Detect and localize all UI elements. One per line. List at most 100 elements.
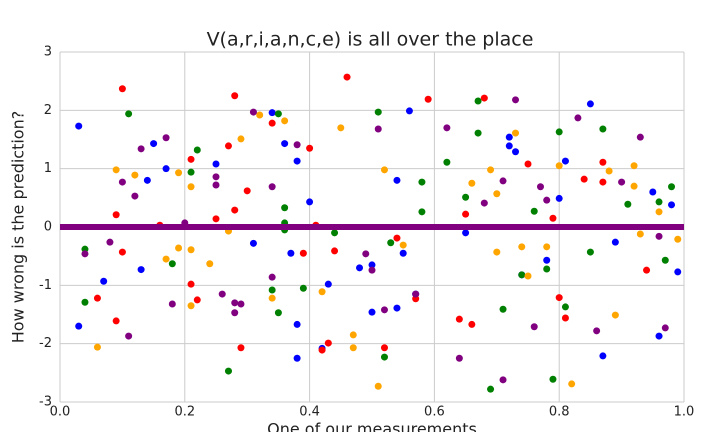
point <box>368 261 376 269</box>
point <box>175 169 183 177</box>
point <box>555 128 563 136</box>
point <box>299 284 307 292</box>
point <box>343 73 351 81</box>
point <box>455 354 463 362</box>
point <box>187 302 195 310</box>
point <box>380 344 388 352</box>
point <box>487 166 495 174</box>
point <box>274 110 282 118</box>
point <box>655 232 663 240</box>
point <box>443 124 451 132</box>
point <box>568 380 576 388</box>
point <box>468 179 476 187</box>
point <box>175 244 183 252</box>
point <box>555 162 563 170</box>
point <box>474 97 482 105</box>
point <box>274 309 282 317</box>
point <box>268 294 276 302</box>
y-tick-label: -3 <box>39 395 52 410</box>
point <box>593 327 601 335</box>
point <box>231 309 239 317</box>
x-tick-label: 0.6 <box>424 405 445 420</box>
point <box>599 158 607 166</box>
point <box>81 250 89 258</box>
point <box>405 107 413 115</box>
point <box>555 294 563 302</box>
point <box>624 200 632 208</box>
x-tick-label: 0.4 <box>299 405 320 420</box>
point <box>187 280 195 288</box>
point <box>193 296 201 304</box>
point <box>505 142 513 150</box>
point <box>293 354 301 362</box>
point <box>661 256 669 264</box>
point <box>499 177 507 185</box>
point <box>287 249 295 257</box>
point <box>655 332 663 340</box>
point <box>324 280 332 288</box>
point <box>599 178 607 186</box>
point <box>561 157 569 165</box>
point <box>106 238 114 246</box>
point <box>125 332 133 340</box>
point <box>293 320 301 328</box>
point <box>668 201 676 209</box>
point <box>380 166 388 174</box>
x-tick-label: 0.8 <box>549 405 570 420</box>
point <box>374 125 382 133</box>
point <box>611 311 619 319</box>
point <box>249 239 257 247</box>
point <box>299 249 307 257</box>
point <box>536 183 544 191</box>
point <box>543 265 551 273</box>
point <box>162 134 170 142</box>
point <box>586 100 594 108</box>
point <box>237 300 245 308</box>
point <box>418 208 426 216</box>
point <box>630 162 638 170</box>
point <box>349 331 357 339</box>
point <box>561 303 569 311</box>
point <box>224 367 232 375</box>
point <box>118 178 126 186</box>
point <box>655 208 663 216</box>
point <box>100 277 108 285</box>
point <box>462 229 470 237</box>
point <box>162 255 170 263</box>
point <box>231 92 239 100</box>
x-tick-label: 1.0 <box>674 405 695 420</box>
point <box>212 181 220 189</box>
point <box>212 215 220 223</box>
point <box>674 268 682 276</box>
x-axis-label: One of our measurements <box>267 420 477 432</box>
y-tick-label: 2 <box>44 103 52 118</box>
point <box>468 320 476 328</box>
point <box>549 375 557 383</box>
y-tick-label: 0 <box>44 220 52 235</box>
point <box>636 133 644 141</box>
point <box>256 111 264 119</box>
point <box>524 160 532 168</box>
point <box>137 145 145 153</box>
point <box>455 315 463 323</box>
point <box>387 239 395 247</box>
point <box>368 266 376 274</box>
point <box>393 176 401 184</box>
point <box>543 243 551 251</box>
point <box>293 157 301 165</box>
point <box>543 196 551 204</box>
point <box>549 214 557 222</box>
point <box>268 183 276 191</box>
point <box>331 247 339 255</box>
x-tick-label: 0.2 <box>174 405 195 420</box>
point <box>125 110 133 118</box>
point <box>474 129 482 137</box>
point <box>530 323 538 331</box>
point <box>499 376 507 384</box>
point <box>524 272 532 280</box>
point <box>75 122 83 130</box>
point <box>331 229 339 237</box>
point <box>81 298 89 306</box>
point <box>605 167 613 175</box>
